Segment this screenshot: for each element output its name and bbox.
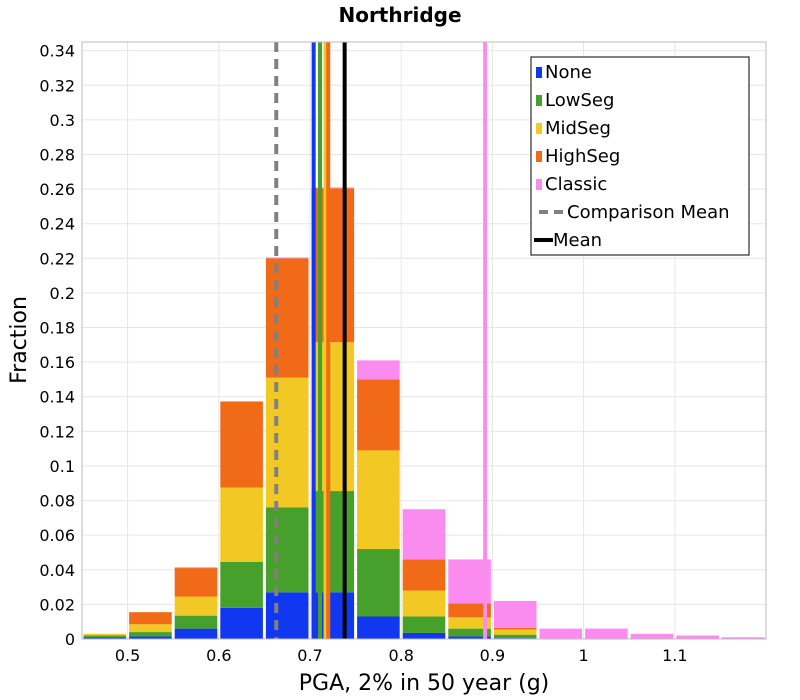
bar-segment-lowseg: [357, 549, 400, 617]
y-tick-label: 0.02: [39, 595, 75, 614]
x-tick-label: 0.8: [388, 646, 413, 665]
bar-segment-none: [402, 632, 446, 639]
reference-lines: [274, 42, 488, 639]
legend-swatch: [536, 151, 542, 162]
bar-segment-classic: [630, 633, 674, 639]
legend: None LowSeg MidSeg HighSeg Classic Comparison…: [530, 56, 750, 256]
y-tick-label: 0: [65, 630, 75, 649]
y-tick-label: 0.16: [39, 353, 75, 372]
bar-segment-highseg: [174, 568, 218, 597]
legend-label: MidSeg: [545, 118, 611, 139]
bar-segment-midseg: [448, 617, 491, 629]
bar-segment-lowseg: [174, 615, 218, 629]
bar-segment-lowseg: [129, 632, 172, 637]
y-tick-label: 0.04: [39, 561, 75, 580]
bar-segment-none: [448, 636, 491, 639]
bar-segment-none: [129, 636, 172, 639]
legend-label: None: [545, 62, 592, 83]
bar-segment-midseg: [311, 342, 355, 492]
y-tick-label: 0.1: [50, 457, 75, 476]
y-tick-label: 0.26: [39, 180, 75, 199]
bar-segment-lowseg: [311, 491, 355, 593]
legend-swatch: [536, 67, 542, 78]
y-tick-label: 0.18: [39, 319, 75, 338]
bar-segment-none: [357, 616, 400, 639]
bar-segment-none: [311, 592, 355, 639]
legend-swatch: [536, 123, 542, 134]
y-tick-label: 0.2: [50, 284, 75, 303]
y-tick-label: 0.34: [39, 42, 75, 61]
legend-label: Classic: [545, 174, 607, 195]
x-tick-label: 0.5: [115, 646, 140, 665]
y-tick-label: 0.3: [50, 111, 75, 130]
bar-segment-classic: [676, 635, 719, 639]
bar-segment-lowseg: [83, 635, 127, 638]
y-tick-label: 0.32: [39, 76, 75, 95]
bar-segment-classic: [311, 187, 355, 189]
bar-segment-midseg: [174, 596, 218, 616]
bar-segment-highseg: [129, 612, 172, 625]
y-tick-label: 0.28: [39, 145, 75, 164]
x-tick-label: 0.7: [297, 646, 322, 665]
bar-segment-none: [174, 628, 218, 639]
legend-swatch: [536, 95, 542, 106]
bar-segment-classic: [402, 509, 446, 560]
legend-label: Comparison Mean: [567, 202, 730, 223]
bar-segment-midseg: [220, 487, 263, 562]
legend-label: LowSeg: [545, 90, 614, 111]
bar-segment-lowseg: [265, 507, 309, 593]
legend-label: Mean: [553, 230, 602, 251]
legend-label: HighSeg: [545, 146, 620, 167]
bar-segment-highseg: [357, 379, 400, 451]
bar-segment-highseg: [311, 188, 355, 343]
chart-title: Northridge: [338, 3, 461, 27]
bar-segment-classic: [493, 600, 537, 628]
bar-segment-highseg: [402, 559, 446, 591]
bar-segment-midseg: [83, 633, 127, 636]
bar-segment-classic: [357, 360, 400, 380]
bar-segment-lowseg: [402, 616, 446, 633]
bar-segment-lowseg: [493, 634, 537, 639]
bar-segment-none: [83, 637, 127, 639]
bar-segment-none: [265, 592, 309, 639]
bar-segment-midseg: [357, 450, 400, 550]
bar-segment-highseg: [265, 258, 309, 378]
bar-segment-lowseg: [220, 561, 263, 608]
legend-swatch: [536, 179, 542, 190]
bar-segment-highseg: [220, 401, 263, 488]
bar-segment-classic: [539, 628, 583, 639]
plot-frame: [81, 41, 767, 640]
y-tick-label: 0.24: [39, 215, 75, 234]
x-tick-label: 1: [579, 646, 589, 665]
y-tick-label: 0.08: [39, 492, 75, 511]
y-tick-label: 0.06: [39, 526, 75, 545]
bar-segment-lowseg: [448, 628, 491, 637]
x-axis-label: PGA, 2% in 50 year (g): [299, 671, 550, 696]
y-tick-label: 0.14: [39, 388, 75, 407]
bar-segment-highseg: [493, 627, 537, 630]
y-tick-label: 0.12: [39, 422, 75, 441]
bar-segment-midseg: [129, 624, 172, 633]
bar-segment-classic: [220, 401, 263, 402]
y-tick-label: 0.22: [39, 249, 75, 268]
legend-box: [530, 56, 750, 256]
bar-segment-classic: [174, 567, 218, 569]
y-axis-label: Fraction: [7, 296, 32, 384]
x-tick-label: 0.9: [480, 646, 505, 665]
bar-segment-classic: [265, 257, 309, 259]
x-tick-label: 0.6: [206, 646, 231, 665]
x-axis-ticks: 0.5 0.6 0.7 0.8 0.9 1 1.1: [115, 646, 688, 665]
x-tick-label: 1.1: [662, 646, 687, 665]
bar-segment-classic: [585, 628, 628, 639]
bar-segment-classic: [721, 637, 765, 639]
bar-segment-highseg: [448, 603, 491, 618]
y-axis-ticks: 0 0.02 0.04 0.06 0.08 0.1 0.12 0.14 0.16 0.18 0.2 0…: [39, 42, 75, 649]
bar-segment-midseg: [493, 629, 537, 635]
bar-segment-none: [220, 607, 263, 639]
bar-segment-midseg: [265, 377, 309, 508]
bar-segment-midseg: [402, 590, 446, 617]
